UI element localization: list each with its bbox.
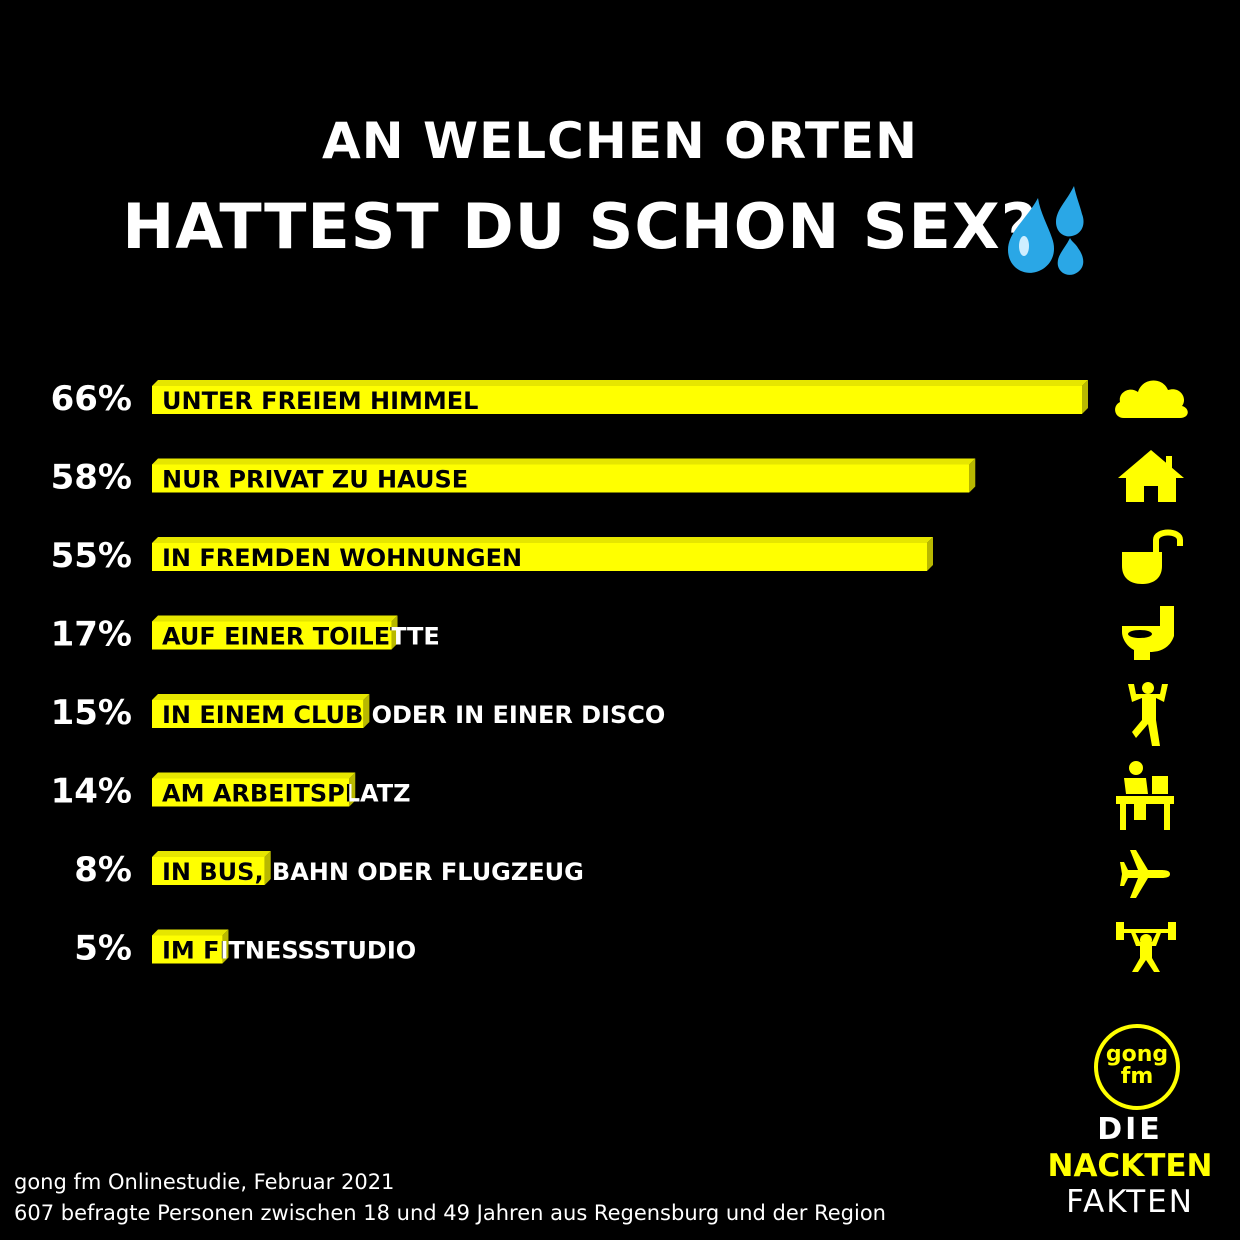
bar [152, 621, 392, 650]
category-label-on-bar: IN FREMDEN WOHNUNGEN [162, 544, 522, 572]
bar-top [152, 929, 229, 936]
dancer-icon [1128, 682, 1168, 746]
bar-top [152, 851, 271, 857]
value-label: 55% [51, 536, 132, 576]
bar-side [969, 458, 976, 493]
bar-top [152, 772, 356, 779]
bar-top [152, 380, 1088, 386]
bar [152, 543, 927, 571]
bar-side [349, 772, 356, 807]
bar [152, 778, 350, 807]
bar-side [1082, 380, 1088, 414]
value-label: 17% [51, 615, 132, 655]
cloud-icon [1115, 380, 1188, 418]
category-label: AUF EINER TOILETTE [162, 623, 440, 651]
category-label: IM FITNESSSTUDIO [162, 937, 416, 965]
weightlifter-icon [1116, 922, 1176, 972]
brand-line-3: FAKTEN [1066, 1184, 1194, 1220]
bar-side [264, 851, 271, 885]
category-label-on-bar: NUR PRIVAT ZU HAUSE [162, 466, 468, 494]
bar [152, 386, 1082, 414]
title-line-1: AN WELCHEN ORTEN [322, 112, 918, 170]
category-label: IN FREMDEN WOHNUNGEN [162, 544, 522, 572]
category-label: UNTER FREIEM HIMMEL [162, 387, 478, 415]
value-label: 5% [74, 929, 132, 969]
bar [152, 935, 223, 964]
gong-fm-logo: gong fm [1094, 1024, 1180, 1110]
value-label: 66% [51, 379, 132, 419]
category-label-on-bar: UNTER FREIEM HIMMEL [162, 387, 478, 415]
category-label-on-bar: IN BUS, BAHN ODER FLUGZEUG [162, 858, 584, 886]
brand-line-2: NACKTEN [1047, 1148, 1213, 1184]
title-line-2: HATTEST DU SCHON SEX? [122, 190, 1038, 263]
open-lock-icon [1122, 529, 1183, 584]
category-label: NUR PRIVAT ZU HAUSE [162, 466, 468, 494]
value-label: 15% [51, 693, 132, 733]
bar [152, 700, 364, 728]
value-label: 58% [51, 458, 132, 498]
category-label-on-bar: IN EINEM CLUB ODER IN EINER DISCO [162, 701, 665, 729]
logo-line-fm: fm [1120, 1064, 1154, 1089]
source-line-2: 607 befragte Personen zwischen 18 und 49… [14, 1201, 886, 1225]
bar-top [152, 694, 370, 700]
bar [152, 857, 265, 885]
bar-side [363, 694, 370, 728]
bar-top [152, 615, 398, 622]
airplane-icon [1120, 850, 1170, 898]
bar-top [152, 458, 976, 465]
bar-side [222, 929, 229, 964]
category-label: IN BUS, BAHN ODER FLUGZEUG [162, 858, 584, 886]
sweat-droplets-icon [1008, 186, 1084, 275]
house-icon [1118, 450, 1184, 502]
category-label: AM ARBEITSPLATZ [162, 780, 411, 808]
source-line-1: gong fm Onlinestudie, Februar 2021 [14, 1170, 395, 1194]
toilet-icon [1122, 606, 1174, 660]
desk-worker-icon [1116, 761, 1174, 830]
value-label: 8% [74, 850, 132, 890]
category-label: IN EINEM CLUB ODER IN EINER DISCO [162, 701, 665, 729]
bar [152, 464, 970, 493]
brand-line-1: DIE [1097, 1112, 1163, 1147]
bar-side [927, 537, 933, 571]
bar-side [391, 615, 398, 650]
value-label: 14% [51, 772, 132, 812]
category-label-on-bar: AUF EINER TOILETTE [162, 623, 440, 651]
category-label-on-bar: IM FITNESSSTUDIO [162, 937, 416, 965]
category-label-on-bar: AM ARBEITSPLATZ [162, 780, 411, 808]
bar-top [152, 537, 933, 543]
logo-line-gong: gong [1105, 1042, 1169, 1067]
